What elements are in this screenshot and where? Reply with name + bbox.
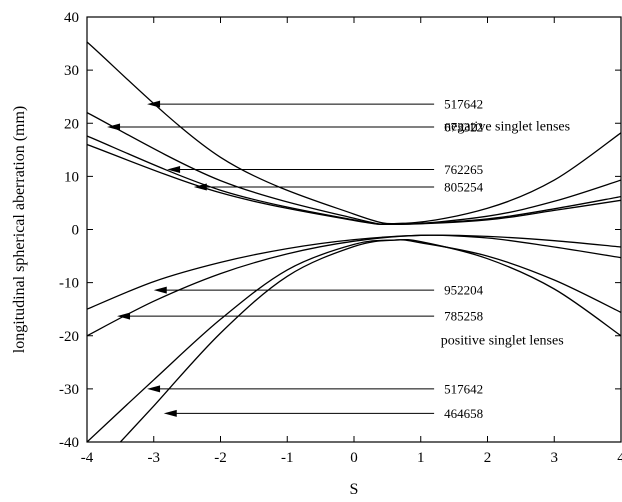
arrow-head-762265: [167, 165, 181, 173]
curve-positive-517642: [87, 238, 621, 442]
arrows-layer: [107, 100, 435, 417]
y-tick-label: -10: [59, 276, 79, 292]
plot-frame: [86, 16, 622, 443]
x-axis-label: S: [350, 481, 359, 498]
series-label: 805254: [444, 180, 484, 195]
arrow-head-464658: [163, 409, 177, 417]
series-label: 673322: [444, 119, 483, 134]
x-tick-label: 0: [350, 450, 358, 466]
curve-positive-464658: [119, 239, 621, 442]
series-label: 952204: [444, 283, 484, 298]
curve-positive-785258: [87, 234, 621, 337]
y-tick-label: 40: [64, 10, 79, 26]
y-tick-label: -40: [59, 435, 79, 451]
y-tick-label: 20: [64, 116, 79, 132]
arrow-head-517642: [147, 100, 161, 108]
y-tick-label: -30: [59, 382, 79, 398]
x-tick-label: -1: [281, 450, 294, 466]
series-label: 517642: [444, 97, 483, 112]
series-label: 517642: [444, 381, 483, 396]
annotation-negative: negative singlet lenses: [444, 120, 570, 135]
x-tick-label: -2: [214, 450, 227, 466]
y-axis-label: longitudinal spherical aberration (mm): [11, 106, 28, 353]
x-tick-label: 2: [484, 450, 492, 466]
annotation-positive: positive singlet lenses: [441, 333, 564, 348]
arrow-head-785258: [117, 312, 131, 320]
curve-negative-762265: [87, 135, 621, 226]
arrow-head-673322: [107, 123, 121, 131]
curve-negative-805254: [87, 143, 621, 226]
x-tick-label: -3: [148, 450, 161, 466]
series-label: 464658: [444, 406, 483, 421]
curves-layer: [87, 41, 621, 442]
series-label: 785258: [444, 309, 483, 324]
y-tick-label: 30: [64, 63, 79, 79]
curve-positive-952204: [87, 234, 621, 310]
x-tick-label: 4: [617, 450, 622, 466]
arrow-head-805254: [193, 183, 207, 191]
labels-layer: 517642 673322 762265 805254 952204 785258 5176…: [441, 97, 570, 421]
y-tick-label: 10: [64, 169, 79, 185]
x-tick-label: -4: [81, 450, 94, 466]
arrow-head-952204: [153, 286, 167, 294]
series-label: 762265: [444, 162, 483, 177]
y-tick-label: 0: [72, 223, 80, 239]
y-tick-label: -20: [59, 329, 79, 345]
x-tick-label: 3: [551, 450, 559, 466]
x-tick-label: 1: [417, 450, 425, 466]
arrow-head-517642: [147, 385, 161, 393]
